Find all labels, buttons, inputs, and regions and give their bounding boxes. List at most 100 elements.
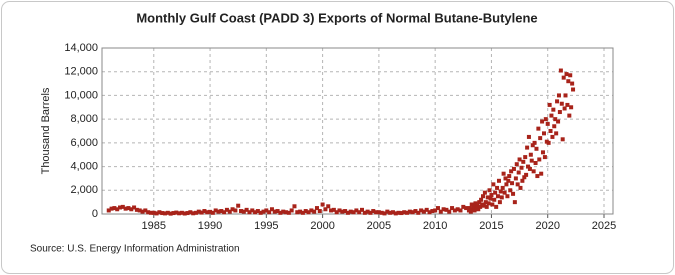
point <box>557 110 562 115</box>
point <box>489 193 494 198</box>
point <box>208 209 213 214</box>
point <box>275 209 280 214</box>
point <box>505 194 510 199</box>
point <box>450 206 455 211</box>
point <box>467 206 472 211</box>
point <box>174 210 179 215</box>
point <box>569 105 574 110</box>
point <box>199 210 204 215</box>
point <box>421 209 426 214</box>
point <box>501 171 506 176</box>
point <box>134 207 139 212</box>
point <box>523 155 528 160</box>
point <box>314 206 319 211</box>
point <box>500 185 505 190</box>
point <box>191 211 196 216</box>
point <box>351 210 356 215</box>
point <box>137 208 142 213</box>
point <box>556 93 561 98</box>
point <box>554 131 559 136</box>
point <box>452 208 457 213</box>
point <box>120 204 125 209</box>
point <box>118 205 123 210</box>
point <box>524 172 529 177</box>
point <box>303 209 308 214</box>
point <box>559 101 564 106</box>
point <box>210 210 215 215</box>
x-tick-label: 1985 <box>142 220 166 232</box>
point <box>233 208 238 213</box>
point <box>292 204 297 209</box>
point <box>413 209 418 214</box>
point <box>555 99 560 104</box>
point <box>548 129 553 133</box>
point <box>533 161 538 166</box>
point <box>435 206 440 211</box>
y-tick-label: 10,000 <box>64 89 98 101</box>
point <box>490 202 495 207</box>
point <box>461 204 466 209</box>
point <box>143 208 148 213</box>
point <box>323 207 328 212</box>
point <box>484 204 489 209</box>
source-note: Source: U.S. Energy Information Administ… <box>30 244 240 255</box>
x-tick-label: 2015 <box>479 220 503 232</box>
point <box>532 140 537 145</box>
point <box>550 134 555 139</box>
point <box>514 162 519 167</box>
point <box>278 210 283 215</box>
point <box>393 211 398 216</box>
point <box>244 207 249 212</box>
y-tick-label: 4,000 <box>70 160 98 172</box>
point <box>483 200 488 205</box>
point <box>499 195 504 200</box>
point <box>485 195 490 200</box>
point <box>526 164 531 169</box>
point <box>295 210 300 215</box>
point <box>492 197 497 202</box>
point <box>447 209 452 214</box>
point <box>160 211 165 216</box>
point <box>565 102 570 107</box>
point <box>250 208 255 213</box>
y-tick-label: 6,000 <box>70 137 98 149</box>
point <box>331 207 336 212</box>
point <box>526 134 531 139</box>
point <box>357 210 362 215</box>
point <box>267 210 272 215</box>
point <box>494 204 499 209</box>
point <box>219 209 224 214</box>
point <box>562 106 567 111</box>
point <box>571 87 576 92</box>
point <box>132 205 137 210</box>
point <box>556 119 561 124</box>
point <box>480 194 485 199</box>
point <box>491 182 496 187</box>
point <box>345 210 350 215</box>
point <box>154 211 159 216</box>
point <box>542 155 547 160</box>
point <box>563 93 568 98</box>
point <box>312 209 317 214</box>
point <box>540 119 545 124</box>
point <box>255 209 260 214</box>
point <box>385 209 390 214</box>
point <box>509 169 514 174</box>
point <box>112 206 117 211</box>
point <box>396 210 401 215</box>
point <box>416 210 421 215</box>
point <box>320 202 325 207</box>
point <box>468 209 473 214</box>
point <box>354 208 359 213</box>
point <box>515 182 520 187</box>
point <box>513 176 518 181</box>
x-tick-label: 2005 <box>367 220 391 232</box>
point <box>546 140 551 145</box>
point <box>430 209 435 214</box>
point <box>264 208 269 213</box>
point <box>497 200 502 205</box>
point <box>334 210 339 215</box>
point <box>317 209 322 214</box>
